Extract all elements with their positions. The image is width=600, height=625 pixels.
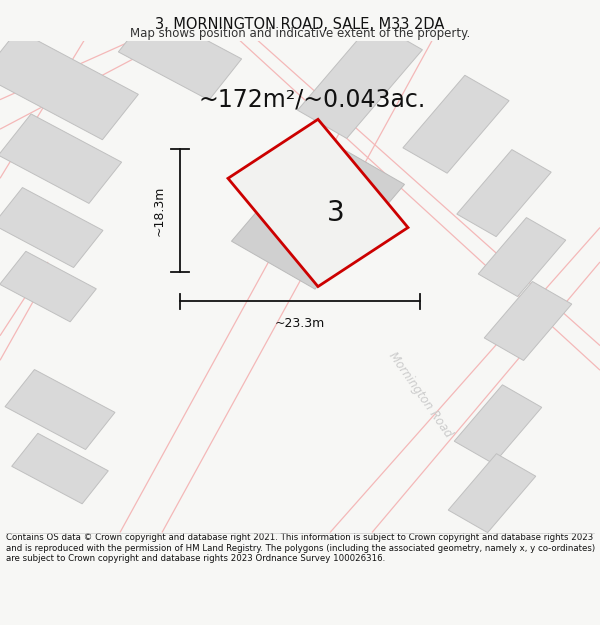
Polygon shape xyxy=(228,119,408,286)
Polygon shape xyxy=(478,217,566,296)
Polygon shape xyxy=(448,454,536,532)
Polygon shape xyxy=(457,149,551,237)
Text: Mornington Road: Mornington Road xyxy=(386,349,454,440)
Polygon shape xyxy=(298,21,422,138)
Text: 3: 3 xyxy=(327,199,345,227)
Text: ~172m²/~0.043ac.: ~172m²/~0.043ac. xyxy=(199,88,425,112)
Text: Contains OS data © Crown copyright and database right 2021. This information is : Contains OS data © Crown copyright and d… xyxy=(6,533,595,563)
Polygon shape xyxy=(0,30,139,140)
Polygon shape xyxy=(0,114,122,203)
Text: 3, MORNINGTON ROAD, SALE, M33 2DA: 3, MORNINGTON ROAD, SALE, M33 2DA xyxy=(155,17,445,32)
Polygon shape xyxy=(118,11,242,100)
Polygon shape xyxy=(403,75,509,173)
Polygon shape xyxy=(12,433,108,504)
Polygon shape xyxy=(0,251,96,322)
Text: ~18.3m: ~18.3m xyxy=(152,185,166,236)
Text: ~23.3m: ~23.3m xyxy=(275,317,325,330)
Polygon shape xyxy=(5,369,115,449)
Polygon shape xyxy=(484,281,572,361)
Polygon shape xyxy=(0,188,103,268)
Polygon shape xyxy=(232,136,404,289)
Polygon shape xyxy=(454,385,542,464)
Text: Map shows position and indicative extent of the property.: Map shows position and indicative extent… xyxy=(130,28,470,41)
